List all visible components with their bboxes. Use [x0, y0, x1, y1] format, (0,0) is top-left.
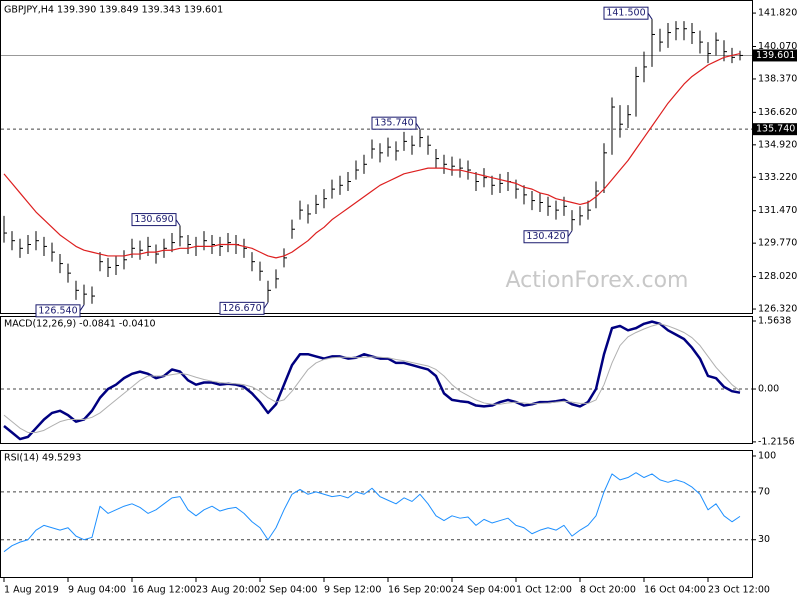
y-tick-label: 141.820 [758, 8, 797, 19]
annotation-box [371, 116, 417, 130]
annotation-label: 135.740 [374, 118, 413, 129]
y-tick-label: 0.00 [758, 384, 779, 395]
indicator-line [3, 472, 741, 553]
y-tick-label: 131.470 [758, 205, 797, 216]
annotation-connector [647, 12, 653, 20]
x-tick-label: 1 Oct 12:00 [516, 585, 572, 596]
moving-average [3, 52, 741, 259]
macd-panel-frame [0, 316, 753, 444]
y-tick-label: 133.220 [758, 172, 797, 183]
x-tick-label: 9 Aug 04:00 [68, 585, 126, 596]
annotation-box [603, 6, 649, 20]
annotation-connector [263, 302, 269, 309]
annotation-label: 126.670 [222, 303, 261, 314]
y-tick-label: 140.070 [758, 41, 797, 52]
level-label: 135.740 [756, 124, 795, 135]
level-label-box [753, 123, 797, 136]
annotation-connector [175, 219, 181, 226]
annotation-label: 141.500 [606, 8, 645, 19]
x-tick-label: 16 Sep 20:00 [388, 585, 451, 596]
y-tick-label: 134.920 [758, 139, 797, 150]
annotation-label: 130.690 [134, 214, 173, 225]
annotation-label: 130.420 [526, 231, 565, 242]
price-panel-frame [0, 0, 753, 314]
x-tick-label: 23 Aug 20:00 [196, 585, 260, 596]
panel-title: GBPJPY,H4 139.390 139.849 139.343 139.60… [4, 5, 223, 16]
y-tick-label: 70 [758, 486, 770, 497]
x-tick-label: 23 Oct 12:00 [708, 585, 770, 596]
y-tick-label: 136.620 [758, 107, 797, 118]
y-tick-label: 138.370 [758, 73, 797, 84]
x-tick-label: 2 Sep 04:00 [260, 585, 317, 596]
annotation-box [523, 230, 569, 244]
y-tick-label: 1.5638 [758, 316, 791, 327]
annotation-connector [79, 304, 85, 312]
x-tick-label: 8 Oct 20:00 [580, 585, 636, 596]
y-tick-label: 129.770 [758, 238, 797, 249]
annotation-connector [567, 230, 573, 238]
y-tick-label: 126.320 [758, 304, 797, 315]
y-tick-label: 128.020 [758, 271, 797, 282]
level-label: 139.601 [756, 50, 795, 61]
x-tick-label: 24 Sep 04:00 [452, 585, 515, 596]
annotation-connector [415, 122, 421, 130]
x-tick-label: 1 Aug 2019 [4, 585, 59, 596]
annotation-box [35, 304, 81, 318]
annotation-box [131, 213, 177, 227]
annotation-box [219, 301, 265, 315]
panel-title: RSI(14) 49.5293 [4, 453, 81, 464]
x-tick-label: 16 Aug 12:00 [132, 585, 196, 596]
indicator-line [3, 323, 741, 434]
x-tick-label: 9 Sep 12:00 [324, 585, 381, 596]
y-tick-label: 100 [758, 450, 776, 461]
rsi-panel-frame [0, 450, 753, 578]
y-tick-label: 30 [758, 534, 770, 545]
y-tick-label: -1.2156 [758, 436, 795, 447]
x-tick-label: 16 Oct 04:00 [644, 585, 706, 596]
panel-title: MACD(12,26,9) -0.0841 -0.0410 [4, 319, 156, 330]
level-label-box [753, 49, 797, 62]
annotation-label: 126.540 [38, 305, 77, 316]
watermark: ActionForex.com [506, 268, 689, 293]
